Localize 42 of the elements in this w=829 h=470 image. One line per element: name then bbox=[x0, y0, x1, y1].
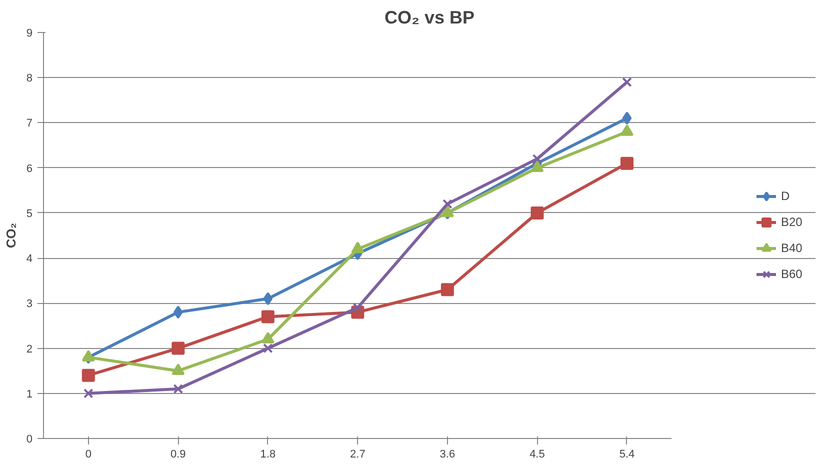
point bbox=[83, 388, 94, 398]
y-tick-label: 3 bbox=[26, 298, 33, 310]
point bbox=[172, 342, 185, 355]
x-tick-label: 5.4 bbox=[619, 448, 635, 460]
legend-label: B20 bbox=[781, 215, 804, 229]
chart-title: CO₂ vs BP bbox=[384, 8, 475, 28]
point bbox=[622, 112, 632, 125]
point bbox=[440, 283, 454, 296]
x-tick-label: 4.5 bbox=[530, 448, 545, 460]
point bbox=[620, 124, 634, 136]
point bbox=[173, 306, 183, 319]
point bbox=[173, 384, 184, 394]
point bbox=[622, 77, 632, 88]
point bbox=[261, 310, 274, 324]
point bbox=[351, 242, 364, 254]
point bbox=[442, 199, 452, 209]
y-tick-label: 2 bbox=[26, 343, 33, 356]
legend-label: B40 bbox=[781, 241, 804, 255]
point bbox=[530, 206, 544, 220]
x-tick-label: 0.9 bbox=[170, 448, 186, 460]
point bbox=[352, 302, 363, 313]
point bbox=[620, 156, 634, 170]
y-tick-label: 8 bbox=[26, 72, 33, 85]
y-tick-label: 7 bbox=[26, 118, 33, 130]
point bbox=[82, 368, 95, 382]
x-tick-label: 0 bbox=[85, 448, 92, 460]
point bbox=[263, 292, 273, 306]
y-tick-label: 0 bbox=[26, 434, 33, 446]
y-axis-title: CO₂ bbox=[3, 222, 18, 248]
y-tick-label: 9 bbox=[26, 28, 33, 40]
legend-label: B60 bbox=[781, 267, 804, 281]
x-tick-label: 3.6 bbox=[440, 448, 456, 460]
y-tick-label: 1 bbox=[26, 388, 33, 400]
x-tick-label: 2.7 bbox=[350, 448, 366, 460]
y-tick-label: 6 bbox=[26, 162, 33, 175]
y-tick-label: 4 bbox=[26, 253, 33, 266]
legend-label: D bbox=[781, 189, 791, 203]
point bbox=[530, 160, 544, 172]
point bbox=[263, 343, 273, 354]
x-tick-label: 1.8 bbox=[260, 448, 276, 460]
point bbox=[532, 154, 542, 164]
y-tick-label: 5 bbox=[26, 208, 33, 220]
